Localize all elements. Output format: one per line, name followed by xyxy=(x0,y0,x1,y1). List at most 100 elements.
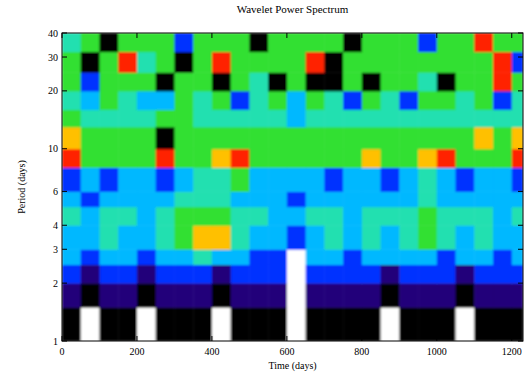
cell xyxy=(137,127,156,149)
cell xyxy=(174,91,193,110)
cell xyxy=(231,225,250,250)
y-tick-label: 4 xyxy=(53,220,58,231)
y-tick xyxy=(518,33,523,34)
cell xyxy=(118,307,137,341)
cell xyxy=(493,72,512,91)
cell xyxy=(324,191,343,207)
cell xyxy=(399,283,418,308)
cell xyxy=(249,264,268,283)
cell xyxy=(268,307,287,341)
y-tick xyxy=(518,191,523,192)
cell xyxy=(324,149,343,168)
cell xyxy=(399,225,418,250)
cell xyxy=(381,91,400,110)
cell xyxy=(418,225,437,250)
cell xyxy=(268,225,287,250)
x-tick xyxy=(62,33,63,38)
cell xyxy=(249,127,268,149)
cell xyxy=(81,33,100,52)
cell xyxy=(287,167,306,192)
cell xyxy=(268,72,287,91)
cell xyxy=(287,149,306,168)
cell xyxy=(231,167,250,192)
cell xyxy=(418,249,437,265)
y-tick xyxy=(518,148,523,149)
cell xyxy=(156,283,175,308)
x-tick xyxy=(62,336,63,341)
cell xyxy=(193,52,212,73)
cell xyxy=(306,91,325,110)
cell xyxy=(212,283,231,308)
cell xyxy=(268,110,287,128)
cell xyxy=(362,149,381,168)
cell xyxy=(456,264,475,283)
cell xyxy=(81,307,100,341)
cell xyxy=(193,72,212,91)
cell xyxy=(437,207,456,226)
cell xyxy=(493,207,512,226)
cell xyxy=(268,249,287,265)
cell xyxy=(193,149,212,168)
cell xyxy=(324,283,343,308)
cell xyxy=(362,127,381,149)
cell xyxy=(474,283,493,308)
y-tick xyxy=(62,148,67,149)
cell xyxy=(118,33,137,52)
cell xyxy=(343,283,362,308)
cell xyxy=(456,33,475,52)
cell xyxy=(456,72,475,91)
cell xyxy=(62,91,81,110)
y-tick xyxy=(518,341,523,342)
cell xyxy=(81,225,100,250)
cell xyxy=(474,207,493,226)
cell xyxy=(437,167,456,192)
cell xyxy=(99,225,118,250)
cell xyxy=(231,110,250,128)
cell xyxy=(62,72,81,91)
x-tick xyxy=(136,33,137,38)
chart: 0200400600800100012001234610203040Wavele… xyxy=(0,0,529,379)
cell xyxy=(306,127,325,149)
plot-area xyxy=(62,33,523,341)
x-tick-label: 1200 xyxy=(502,346,522,357)
cell xyxy=(418,33,437,52)
cell xyxy=(174,191,193,207)
cell xyxy=(62,225,81,250)
cell xyxy=(512,167,523,192)
title: Wavelet Power Spectrum xyxy=(237,3,349,15)
cell xyxy=(249,52,268,73)
cell xyxy=(493,33,512,52)
cell xyxy=(156,72,175,91)
y-tick xyxy=(62,57,67,58)
cell xyxy=(381,264,400,283)
cell xyxy=(399,33,418,52)
y-tick xyxy=(62,191,67,192)
cell xyxy=(418,91,437,110)
cell xyxy=(249,33,268,52)
cell xyxy=(362,283,381,308)
cell xyxy=(399,52,418,73)
cell xyxy=(156,307,175,341)
cell xyxy=(174,110,193,128)
y-tick xyxy=(518,57,523,58)
cell xyxy=(62,283,81,308)
cell xyxy=(287,249,306,265)
cell xyxy=(512,91,523,110)
cell xyxy=(418,149,437,168)
cell xyxy=(174,283,193,308)
cell xyxy=(437,283,456,308)
cell xyxy=(324,127,343,149)
x-tick xyxy=(361,33,362,38)
y-tick xyxy=(62,341,67,342)
cell xyxy=(399,91,418,110)
cell xyxy=(62,264,81,283)
cell xyxy=(493,110,512,128)
cell xyxy=(456,307,475,341)
cell xyxy=(399,127,418,149)
cell xyxy=(212,225,231,250)
cell xyxy=(99,52,118,73)
x-tick-label: 400 xyxy=(204,346,219,357)
cell xyxy=(362,225,381,250)
cell xyxy=(137,33,156,52)
x-tick xyxy=(286,33,287,38)
